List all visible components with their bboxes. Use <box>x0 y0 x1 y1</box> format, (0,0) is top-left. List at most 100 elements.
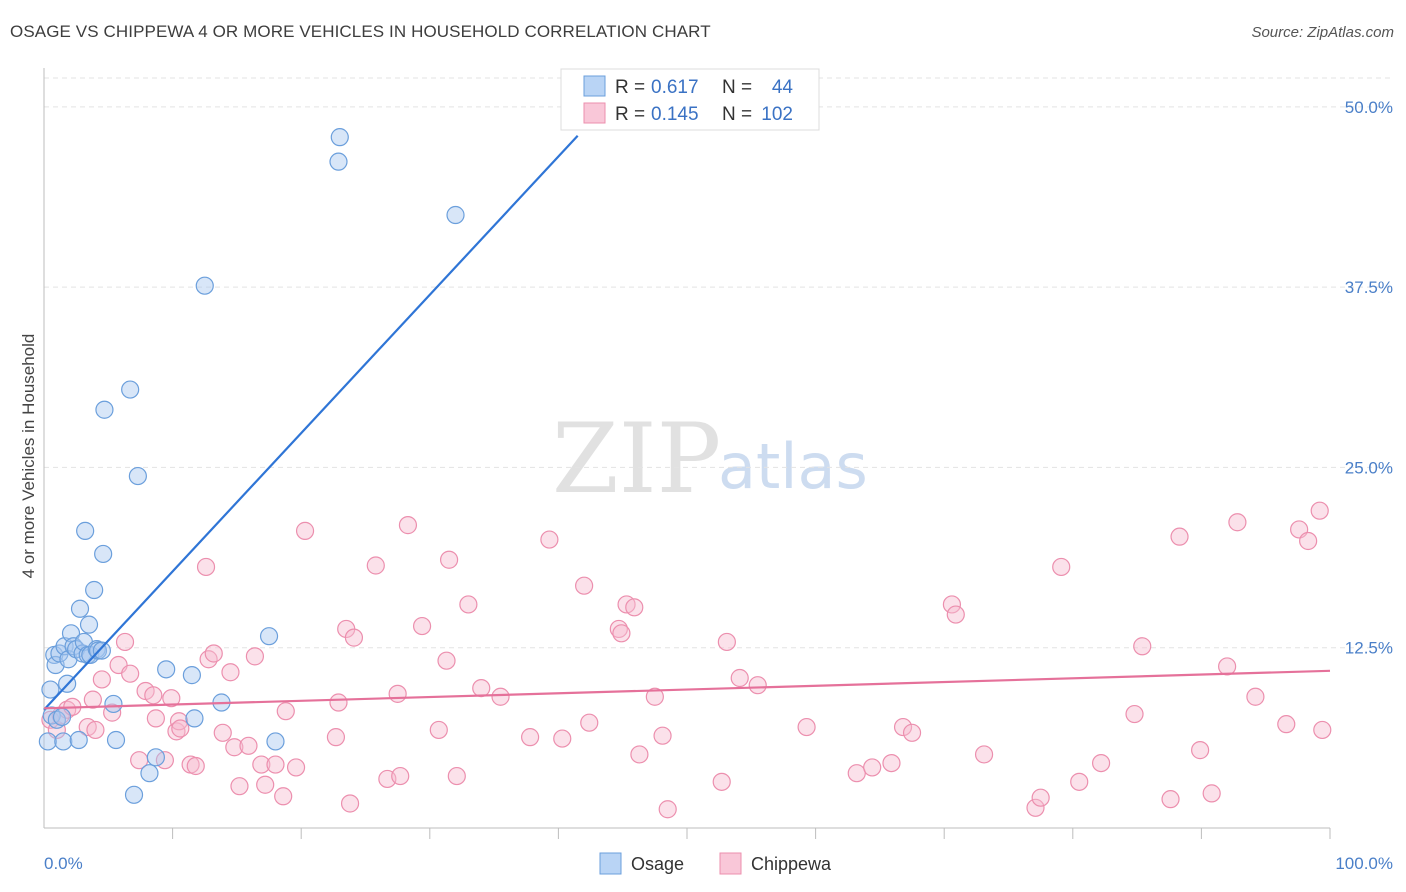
point-chippewa <box>326 728 346 747</box>
point-osage <box>52 707 72 727</box>
point-chippewa <box>1052 557 1071 577</box>
point-chippewa <box>286 758 306 777</box>
legend-n-value-osage: 44 <box>772 77 794 98</box>
point-chippewa <box>1070 772 1089 791</box>
series-osage-points <box>38 128 465 804</box>
point-chippewa <box>1125 704 1144 724</box>
point-osage <box>47 710 66 729</box>
point-osage <box>70 599 90 618</box>
point-chippewa <box>437 651 456 670</box>
point-chippewa <box>942 595 962 614</box>
point-chippewa <box>1277 715 1296 734</box>
point-chippewa <box>83 690 102 709</box>
legend-box: R = 0.617 N = 44 R = 0.145 N = 102 <box>560 68 820 131</box>
point-osage <box>259 627 279 646</box>
y-axis-label: 4 or more Vehicles in Household <box>19 334 38 579</box>
legend-n-label-osage: N = <box>722 77 752 98</box>
point-chippewa <box>340 794 360 813</box>
point-chippewa <box>1218 657 1237 676</box>
point-chippewa <box>1170 527 1189 546</box>
point-osage <box>195 276 214 295</box>
point-osage <box>329 152 348 171</box>
point-chippewa <box>391 766 410 786</box>
trend-lines <box>43 134 1331 711</box>
point-chippewa <box>266 755 285 774</box>
point-chippewa <box>398 516 418 535</box>
point-chippewa <box>225 738 244 757</box>
point-chippewa <box>230 777 249 796</box>
point-chippewa <box>204 644 223 663</box>
source-label: Source: ZipAtlas.com <box>1251 24 1394 41</box>
point-chippewa <box>144 686 163 705</box>
point-chippewa <box>893 717 913 737</box>
point-chippewa <box>717 632 736 652</box>
point-chippewa <box>199 650 218 669</box>
point-chippewa <box>295 521 315 540</box>
point-chippewa <box>274 787 293 806</box>
point-chippewa <box>239 736 258 755</box>
point-chippewa <box>1161 790 1180 809</box>
point-chippewa <box>712 772 731 791</box>
legend-r-label-chippewa: R = <box>615 104 645 125</box>
x-tick-label-max: 100.0% <box>1335 854 1393 873</box>
point-osage <box>446 205 465 225</box>
point-chippewa <box>730 668 749 688</box>
watermark-zip: ZIP <box>552 403 721 515</box>
point-chippewa <box>86 720 105 740</box>
point-chippewa <box>252 755 271 774</box>
point-chippewa <box>186 756 205 776</box>
point-chippewa <box>121 664 140 683</box>
point-chippewa <box>115 632 135 652</box>
point-chippewa <box>1246 687 1265 706</box>
point-chippewa <box>1310 501 1329 520</box>
legend-n-label-chippewa: N = <box>722 104 752 125</box>
point-osage <box>182 666 201 685</box>
point-osage <box>85 580 104 600</box>
point-chippewa <box>459 595 478 614</box>
legend-swatch-osage <box>583 75 606 97</box>
point-osage <box>38 732 57 751</box>
point-chippewa <box>653 726 672 745</box>
point-chippewa <box>162 689 181 708</box>
point-chippewa <box>196 557 216 577</box>
point-chippewa <box>329 693 348 712</box>
point-chippewa <box>447 766 466 786</box>
point-chippewa <box>612 624 631 643</box>
point-chippewa <box>429 720 448 740</box>
trend-line-chippewa <box>43 669 1331 710</box>
bottom-legend: Osage Chippewa <box>599 852 832 875</box>
point-osage <box>128 466 147 486</box>
point-chippewa <box>882 753 901 773</box>
point-osage <box>54 732 73 751</box>
bottom-legend-swatch-osage <box>599 852 622 875</box>
y-tick-label: 12.5% <box>1345 639 1393 658</box>
point-chippewa <box>540 530 559 549</box>
point-chippewa <box>847 764 866 783</box>
point-chippewa <box>645 687 664 706</box>
legend-r-label-osage: R = <box>615 77 645 98</box>
point-chippewa <box>169 712 189 731</box>
point-chippewa <box>366 556 385 575</box>
point-chippewa <box>902 723 922 742</box>
legend-r-value-osage: 0.617 <box>651 77 699 98</box>
point-osage <box>95 400 114 419</box>
point-chippewa <box>946 605 965 624</box>
point-chippewa <box>553 729 572 748</box>
point-chippewa <box>521 728 540 747</box>
y-tick-label: 50.0% <box>1345 98 1393 117</box>
y-tick-labels: 12.5% 25.0% 37.5% 50.0% <box>1345 98 1393 658</box>
y-tick-label: 37.5% <box>1345 278 1393 297</box>
point-chippewa <box>625 598 644 617</box>
point-chippewa <box>1091 753 1111 773</box>
point-chippewa <box>171 719 190 738</box>
point-chippewa <box>146 709 165 728</box>
point-chippewa <box>1299 531 1318 551</box>
point-chippewa <box>256 775 275 794</box>
bottom-legend-label-chippewa: Chippewa <box>751 854 832 874</box>
point-osage <box>266 732 285 751</box>
point-osage <box>69 730 88 750</box>
point-osage <box>106 730 126 750</box>
point-chippewa <box>748 676 767 695</box>
chart-title: OSAGE VS CHIPPEWA 4 OR MORE VEHICLES IN … <box>10 22 711 41</box>
